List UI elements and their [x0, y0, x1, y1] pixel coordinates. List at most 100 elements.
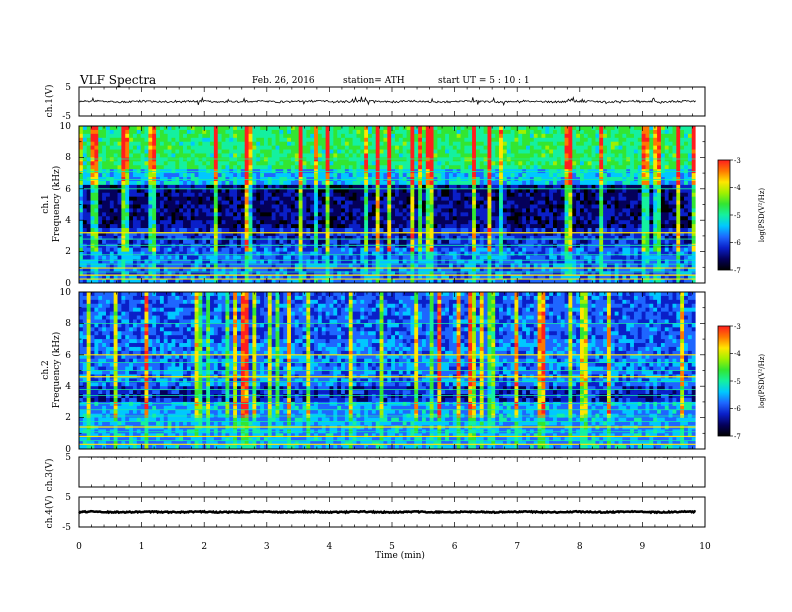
- spectrogram-cell: [298, 137, 303, 143]
- spectrogram-cell: [375, 204, 380, 209]
- spectrogram-cell: [341, 212, 346, 217]
- spectrogram-cell: [418, 204, 423, 209]
- spectrogram-cell: [132, 126, 138, 131]
- spectrogram-cell: [391, 239, 396, 245]
- spectrogram-cell: [495, 263, 500, 268]
- spectrogram-cell: [371, 173, 377, 178]
- spectrogram-cell: [244, 267, 249, 272]
- spectrogram-cell: [391, 208, 396, 213]
- spectrogram-cell: [333, 192, 338, 198]
- spectrogram-cell: [483, 192, 488, 198]
- spectrogram-cell: [526, 208, 531, 213]
- spectrogram-cell: [425, 149, 431, 154]
- spectrogram-cell: [210, 267, 215, 272]
- spectrogram-cell: [337, 180, 342, 186]
- spectrogram-cell: [425, 153, 431, 158]
- spectrogram-cell: [98, 165, 103, 170]
- spectrogram-cell: [252, 180, 257, 186]
- spectrogram-cell: [398, 145, 404, 150]
- spectrogram-cell: [541, 157, 546, 162]
- spectrogram-cell: [117, 247, 122, 253]
- spectrogram-cell: [529, 145, 535, 150]
- spectrogram-cell: [360, 129, 365, 135]
- spectrogram-cell: [263, 263, 269, 268]
- spectrogram-cell: [395, 153, 400, 158]
- spectrogram-cell: [175, 165, 180, 170]
- spectrogram-cell: [522, 161, 527, 166]
- spectrogram-cell: [213, 184, 219, 190]
- spectrogram-cell: [132, 161, 138, 166]
- spectrogram-cell: [433, 153, 438, 158]
- spectrogram-cell: [402, 157, 407, 162]
- spectrogram-cell: [445, 184, 450, 190]
- spectrogram-cell: [302, 133, 307, 139]
- spectrogram-cell: [190, 235, 196, 241]
- spectrogram-cell: [429, 157, 434, 162]
- spectrogram-cell: [310, 271, 315, 276]
- spectrogram-cell: [433, 239, 438, 245]
- spectrogram-cell: [186, 129, 192, 135]
- spectrogram-cell: [383, 235, 388, 241]
- spectrogram-cell: [337, 235, 342, 241]
- spectrogram-cell: [302, 259, 307, 264]
- spectrogram-cell: [483, 200, 488, 205]
- spectrogram-cell: [379, 216, 384, 221]
- spectrogram-cell: [329, 208, 334, 213]
- spectrogram-cell: [117, 259, 122, 264]
- spectrogram-cell: [94, 255, 99, 260]
- spectrogram-cell: [102, 271, 107, 276]
- spectrogram-cell: [325, 180, 330, 186]
- spectrogram-cell: [263, 231, 269, 237]
- spectrogram-cell: [283, 161, 288, 166]
- spectrogram-cell: [541, 263, 546, 268]
- spectrogram-cell: [479, 251, 485, 256]
- spectrogram-cell: [156, 275, 161, 280]
- spectrogram-cell: [460, 243, 465, 249]
- spectrogram-cell: [379, 188, 384, 194]
- spectrogram-cell: [144, 247, 149, 253]
- spectrogram-cell: [136, 228, 142, 233]
- spectrogram-cell: [371, 231, 377, 237]
- spectrogram-cell: [545, 279, 550, 284]
- spectrogram-cell: [429, 192, 434, 198]
- spectrogram-cell: [129, 184, 134, 190]
- spectrogram-cell: [448, 228, 454, 233]
- spectrogram-cell: [387, 275, 392, 280]
- spectrogram-cell: [86, 137, 91, 143]
- spectrogram-cell: [159, 279, 165, 284]
- spectrogram-cell: [244, 243, 249, 249]
- spectrogram-cell: [171, 267, 176, 272]
- spectrogram-cell: [529, 196, 535, 201]
- spectrogram-cell: [475, 263, 481, 268]
- spectrogram-cell: [510, 196, 515, 201]
- spectrogram-cell: [213, 145, 219, 150]
- spectrogram-cell: [210, 255, 215, 260]
- spectrogram-cell: [418, 200, 423, 205]
- spectrogram-cell: [541, 200, 546, 205]
- spectrogram-cell: [79, 141, 84, 147]
- spectrogram-cell: [522, 255, 527, 260]
- spectrogram-cell: [217, 200, 222, 205]
- spectrogram-cell: [314, 192, 319, 198]
- spectrogram-cell: [321, 165, 327, 170]
- spectrogram-cell: [356, 259, 361, 264]
- spectrogram-cell: [479, 141, 485, 147]
- spectrogram-cell: [495, 212, 500, 217]
- spectrogram-cell: [337, 157, 342, 162]
- spectrogram-cell: [129, 263, 134, 268]
- spectrogram-cell: [418, 157, 423, 162]
- spectrogram-cell: [375, 173, 380, 178]
- spectrogram-cell: [125, 243, 130, 249]
- spectrogram-cell: [499, 145, 504, 150]
- spectrogram-cell: [510, 259, 515, 264]
- spectrogram-cell: [144, 259, 149, 264]
- spectrogram-cell: [159, 200, 165, 205]
- spectrogram-cell: [267, 208, 273, 213]
- spectrogram-cell: [283, 149, 288, 154]
- spectrogram-cell: [252, 161, 257, 166]
- spectrogram-cell: [298, 141, 303, 147]
- spectrogram-cell: [167, 208, 172, 213]
- spectrogram-cell: [526, 228, 531, 233]
- spectrogram-cell: [132, 141, 138, 147]
- spectrogram-cell: [541, 228, 546, 233]
